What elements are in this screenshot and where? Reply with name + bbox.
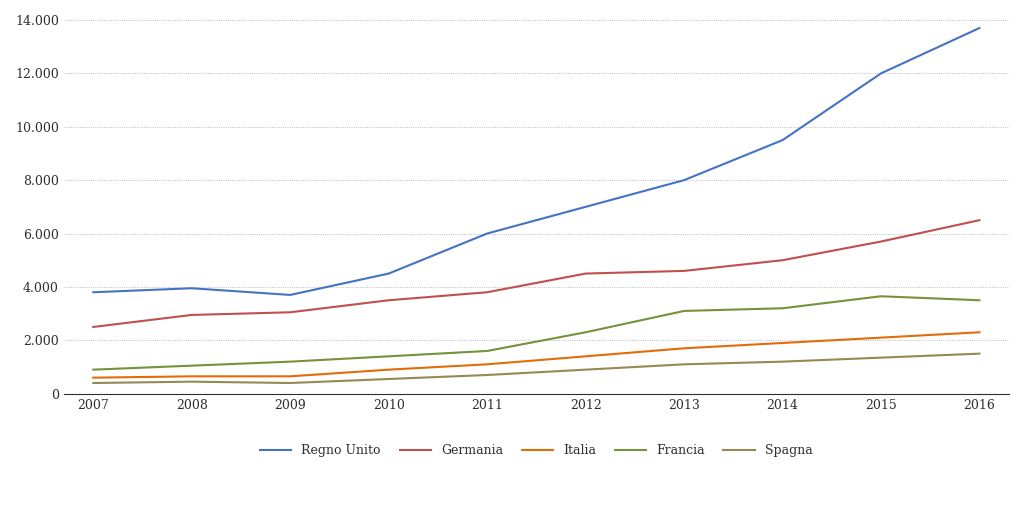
Line: Regno Unito: Regno Unito — [93, 28, 980, 295]
Francia — [284, 358, 296, 365]
Italia — [481, 361, 494, 368]
Regno Unito — [776, 137, 788, 143]
Regno Unito — [383, 270, 395, 276]
Regno Unito — [678, 177, 690, 183]
Spagna — [284, 380, 296, 386]
Francia — [481, 348, 494, 354]
Francia — [185, 362, 198, 369]
Francia — [776, 305, 788, 311]
Legend: Regno Unito, Germania, Italia, Francia, Spagna: Regno Unito, Germania, Italia, Francia, … — [255, 439, 817, 462]
Germania — [481, 289, 494, 295]
Spagna — [383, 376, 395, 382]
Germania — [678, 268, 690, 274]
Germania — [874, 239, 887, 245]
Francia — [678, 308, 690, 314]
Spagna — [185, 378, 198, 385]
Regno Unito — [874, 70, 887, 76]
Regno Unito — [481, 230, 494, 237]
Regno Unito — [580, 204, 592, 210]
Italia — [284, 373, 296, 379]
Line: Spagna: Spagna — [93, 354, 980, 383]
Italia — [974, 329, 986, 335]
Regno Unito — [87, 289, 99, 295]
Italia — [776, 340, 788, 346]
Regno Unito — [185, 285, 198, 291]
Spagna — [776, 358, 788, 365]
Francia — [87, 367, 99, 373]
Spagna — [87, 380, 99, 386]
Italia — [185, 373, 198, 379]
Spagna — [874, 355, 887, 361]
Line: Francia: Francia — [93, 296, 980, 370]
Germania — [87, 324, 99, 330]
Germania — [284, 309, 296, 315]
Francia — [874, 293, 887, 300]
Germania — [776, 257, 788, 263]
Italia — [580, 353, 592, 359]
Italia — [874, 334, 887, 340]
Regno Unito — [284, 292, 296, 298]
Francia — [383, 353, 395, 359]
Spagna — [481, 372, 494, 378]
Spagna — [678, 361, 690, 368]
Regno Unito — [974, 25, 986, 31]
Italia — [383, 367, 395, 373]
Line: Italia: Italia — [93, 332, 980, 378]
Italia — [678, 345, 690, 351]
Germania — [974, 217, 986, 223]
Spagna — [580, 367, 592, 373]
Line: Germania: Germania — [93, 220, 980, 327]
Germania — [383, 297, 395, 303]
Spagna — [974, 351, 986, 357]
Italia — [87, 375, 99, 381]
Francia — [974, 297, 986, 303]
Germania — [580, 270, 592, 276]
Francia — [580, 329, 592, 335]
Germania — [185, 312, 198, 318]
